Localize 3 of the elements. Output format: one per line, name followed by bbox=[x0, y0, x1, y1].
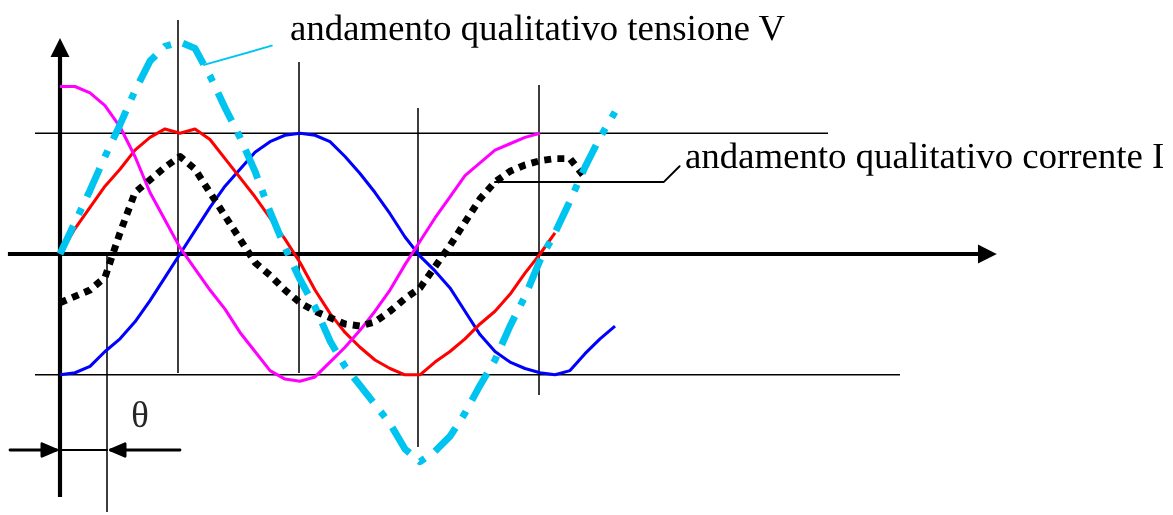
legend-label: andamento qualitativo tensione V bbox=[291, 14, 785, 48]
annotation: θ bbox=[132, 401, 148, 428]
text: andamento qualitativo corrente I bbox=[686, 142, 1163, 176]
